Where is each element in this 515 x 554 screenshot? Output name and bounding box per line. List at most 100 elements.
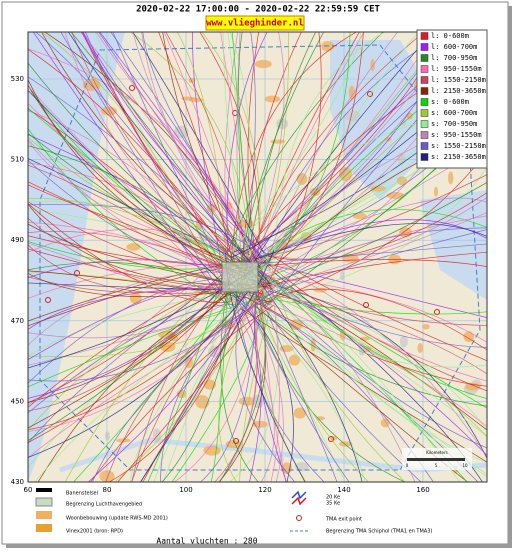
flight-track bbox=[28, 184, 252, 268]
flight-track bbox=[269, 288, 487, 351]
flight-track bbox=[28, 102, 242, 309]
boundary-icon bbox=[35, 497, 53, 507]
flight-track bbox=[228, 32, 240, 275]
flight-track bbox=[256, 229, 487, 300]
flight-track bbox=[228, 296, 275, 482]
flight-track bbox=[230, 288, 487, 375]
legend-label: s: 1550-2150m bbox=[431, 142, 486, 150]
urban-area bbox=[370, 185, 386, 192]
legend-box bbox=[416, 29, 488, 169]
runway-icon bbox=[36, 488, 52, 492]
legend-label: s: 700-950m bbox=[431, 120, 477, 128]
legend-label: s: 0-600m bbox=[431, 98, 469, 106]
x-tick-label: 60 bbox=[24, 486, 33, 494]
flight-track bbox=[231, 291, 487, 315]
urban-area bbox=[422, 323, 430, 330]
legend-swatch bbox=[420, 87, 429, 95]
y-tick-label: 530 bbox=[11, 75, 24, 83]
flight-track bbox=[28, 202, 231, 303]
flight-track bbox=[67, 32, 271, 285]
logo-box bbox=[205, 15, 305, 31]
flight-track bbox=[259, 212, 487, 291]
flight-track bbox=[250, 259, 487, 318]
flight-track bbox=[264, 274, 487, 409]
flight-track bbox=[80, 32, 258, 277]
flight-track bbox=[28, 162, 228, 283]
scale-tick: 10 bbox=[462, 463, 468, 468]
urban-area bbox=[293, 407, 307, 419]
flight-track bbox=[271, 282, 461, 482]
flight-track bbox=[231, 269, 487, 348]
flight-track bbox=[28, 242, 234, 311]
legend-swatch bbox=[420, 32, 429, 40]
legend-label: l: 700-950m bbox=[431, 54, 477, 62]
flight-track bbox=[199, 273, 257, 482]
flight-track bbox=[60, 32, 232, 309]
flight-track bbox=[28, 134, 243, 274]
flight-track bbox=[258, 286, 487, 368]
urban-area bbox=[348, 85, 355, 100]
flight-track bbox=[28, 294, 266, 432]
scale-tick: 5 bbox=[435, 463, 438, 468]
flight-track bbox=[147, 263, 227, 482]
urban-area bbox=[203, 445, 221, 456]
urban-area bbox=[465, 382, 481, 391]
flight-track bbox=[238, 32, 254, 251]
flight-track bbox=[28, 217, 253, 291]
exit-icon bbox=[296, 515, 302, 521]
exit-point bbox=[367, 91, 373, 97]
flight-track bbox=[233, 32, 362, 251]
flight-track bbox=[238, 32, 285, 291]
y-tick-label: 450 bbox=[11, 397, 24, 405]
urban-area bbox=[264, 95, 281, 103]
x-tick-label: 140 bbox=[337, 486, 350, 494]
legend-swatch bbox=[420, 131, 429, 139]
noise-icon bbox=[291, 496, 307, 506]
sea bbox=[28, 32, 125, 482]
key-label: Begrenzing Luchthavengebied bbox=[66, 502, 142, 508]
flight-track bbox=[246, 32, 425, 272]
urban-area bbox=[224, 320, 236, 330]
legend-swatch bbox=[420, 65, 429, 73]
exit-point bbox=[74, 270, 80, 276]
urban-area bbox=[126, 243, 141, 251]
title: 2020-02-22 17:00:00 - 2020-02-22 22:59:5… bbox=[136, 5, 380, 15]
urban-area bbox=[433, 186, 439, 197]
airport bbox=[221, 261, 259, 293]
legend-swatch bbox=[420, 43, 429, 51]
legend-swatch bbox=[420, 54, 429, 62]
flight-track bbox=[34, 306, 239, 482]
flight-track bbox=[28, 200, 253, 252]
flight-track bbox=[70, 32, 265, 284]
urban-area bbox=[195, 395, 210, 409]
flight-track bbox=[82, 32, 256, 275]
legend-swatch bbox=[420, 98, 429, 106]
flight-track bbox=[81, 32, 271, 258]
flight-track bbox=[140, 250, 275, 482]
key: Banenstelsel Begrenzing Luchthavengebied… bbox=[35, 488, 432, 535]
flight-track bbox=[267, 209, 487, 253]
flight-track bbox=[28, 251, 227, 405]
flight-track bbox=[130, 288, 237, 482]
legend: l: 0-600m l: 600-700m l: 700-950m l: 950-15… bbox=[416, 29, 488, 169]
legend-label: l: 950-1550m bbox=[431, 65, 482, 73]
flight-track bbox=[269, 32, 364, 260]
urban-area bbox=[380, 418, 390, 428]
flight-track bbox=[214, 268, 258, 482]
flight-track bbox=[129, 32, 251, 257]
legend-swatch bbox=[420, 142, 429, 150]
flight-track bbox=[201, 32, 261, 279]
flight-track bbox=[132, 32, 256, 289]
key-label: Woonbebouwing (update RWS-MD 2001) bbox=[66, 516, 168, 522]
map: Kilometers 0 5 10 bbox=[28, 32, 487, 482]
x-tick-label: 120 bbox=[258, 486, 271, 494]
urban-area bbox=[399, 335, 408, 348]
legend-swatch bbox=[420, 76, 429, 84]
urban-area bbox=[101, 106, 118, 116]
flight-track bbox=[270, 282, 280, 482]
x-tick-label: 160 bbox=[416, 486, 429, 494]
flight-track bbox=[132, 32, 265, 254]
exit-point bbox=[233, 438, 239, 444]
flight-track bbox=[219, 302, 266, 482]
scale-tick: 0 bbox=[406, 463, 409, 468]
